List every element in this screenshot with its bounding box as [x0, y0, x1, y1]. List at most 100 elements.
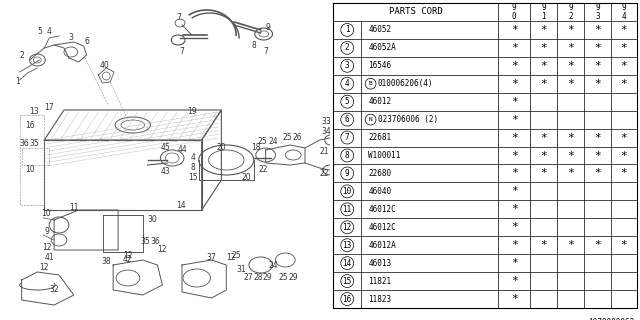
Text: 2: 2 — [345, 43, 349, 52]
Text: 7: 7 — [177, 12, 182, 21]
Text: 7: 7 — [345, 133, 349, 142]
Text: *: * — [511, 222, 518, 232]
Text: *: * — [567, 25, 574, 35]
Text: *: * — [621, 240, 627, 250]
Text: 35: 35 — [29, 139, 39, 148]
Text: 46012C: 46012C — [368, 223, 396, 232]
Text: *: * — [540, 79, 547, 89]
Text: 35: 35 — [141, 237, 150, 246]
Text: *: * — [511, 150, 518, 161]
Text: *: * — [567, 150, 574, 161]
Text: 5: 5 — [37, 28, 42, 36]
Text: *: * — [540, 150, 547, 161]
Text: 15: 15 — [342, 276, 352, 285]
Text: 11: 11 — [69, 204, 79, 212]
Text: *: * — [540, 168, 547, 179]
Text: 11821: 11821 — [368, 276, 391, 285]
Text: 8: 8 — [191, 164, 195, 172]
Text: 12: 12 — [40, 263, 49, 273]
Text: 8: 8 — [345, 151, 349, 160]
Text: 46052: 46052 — [368, 25, 391, 35]
Text: 21: 21 — [320, 148, 330, 156]
Text: *: * — [621, 150, 627, 161]
Text: *: * — [540, 25, 547, 35]
Text: 16: 16 — [342, 294, 352, 304]
Text: *: * — [621, 79, 627, 89]
Text: 29: 29 — [289, 274, 298, 283]
Text: *: * — [511, 276, 518, 286]
Text: *: * — [511, 240, 518, 250]
Text: *: * — [567, 79, 574, 89]
Text: *: * — [594, 61, 601, 71]
Text: 46040: 46040 — [368, 187, 391, 196]
Text: *: * — [621, 132, 627, 142]
Text: *: * — [511, 294, 518, 304]
Text: 46052A: 46052A — [368, 43, 396, 52]
Text: *: * — [567, 132, 574, 142]
Text: 46013: 46013 — [368, 259, 391, 268]
Text: *: * — [567, 240, 574, 250]
Text: 12: 12 — [342, 223, 352, 232]
Text: 010006206(4): 010006206(4) — [378, 79, 433, 88]
Text: 023706006 (2): 023706006 (2) — [378, 115, 438, 124]
Text: 16546: 16546 — [368, 61, 391, 70]
Text: *: * — [594, 150, 601, 161]
Text: *: * — [621, 61, 627, 71]
Text: *: * — [567, 43, 574, 53]
Text: 12: 12 — [123, 251, 132, 260]
Text: 25: 25 — [278, 274, 288, 283]
Text: 38: 38 — [102, 258, 111, 267]
Text: *: * — [511, 258, 518, 268]
Text: A070000063: A070000063 — [589, 318, 635, 320]
Text: 33: 33 — [322, 117, 332, 126]
Text: 10: 10 — [342, 187, 352, 196]
Text: *: * — [511, 79, 518, 89]
Text: *: * — [511, 186, 518, 196]
Text: 46012: 46012 — [368, 97, 391, 106]
Text: 29: 29 — [263, 274, 273, 283]
Text: 3: 3 — [345, 61, 349, 70]
Text: 1: 1 — [15, 77, 20, 86]
Text: 13: 13 — [29, 108, 39, 116]
Text: 2: 2 — [19, 51, 24, 60]
Text: PARTS CORD: PARTS CORD — [388, 7, 442, 16]
Text: 46012C: 46012C — [368, 205, 396, 214]
Text: 12: 12 — [227, 253, 236, 262]
Text: 13: 13 — [342, 241, 352, 250]
Text: *: * — [567, 61, 574, 71]
Text: 6: 6 — [345, 115, 349, 124]
Text: 12: 12 — [42, 244, 52, 252]
Text: 9: 9 — [265, 23, 270, 33]
Text: 7: 7 — [180, 47, 184, 57]
Text: 9
2: 9 2 — [568, 3, 573, 21]
Text: 3: 3 — [68, 34, 73, 43]
Text: 25: 25 — [282, 133, 292, 142]
Text: *: * — [540, 240, 547, 250]
Text: 6: 6 — [84, 37, 89, 46]
Text: 30: 30 — [148, 215, 157, 225]
Text: *: * — [594, 43, 601, 53]
Text: *: * — [540, 61, 547, 71]
Text: 25: 25 — [258, 138, 268, 147]
Text: *: * — [621, 168, 627, 179]
Text: 8: 8 — [252, 41, 256, 50]
Text: 44: 44 — [177, 146, 187, 155]
Text: *: * — [511, 115, 518, 124]
Text: *: * — [511, 132, 518, 142]
Text: *: * — [567, 168, 574, 179]
Text: 19: 19 — [187, 108, 196, 116]
Text: 9
4: 9 4 — [621, 3, 627, 21]
Text: *: * — [594, 168, 601, 179]
Text: 40: 40 — [99, 61, 109, 70]
Text: *: * — [594, 132, 601, 142]
Text: 37: 37 — [207, 253, 216, 262]
Text: 41: 41 — [44, 253, 54, 262]
Text: 4: 4 — [191, 154, 195, 163]
Text: *: * — [621, 43, 627, 53]
Text: B: B — [369, 81, 372, 86]
Text: 25: 25 — [231, 251, 241, 260]
Text: *: * — [621, 25, 627, 35]
Text: 18: 18 — [251, 143, 260, 153]
Text: 20: 20 — [241, 173, 251, 182]
Text: 7: 7 — [263, 47, 268, 57]
